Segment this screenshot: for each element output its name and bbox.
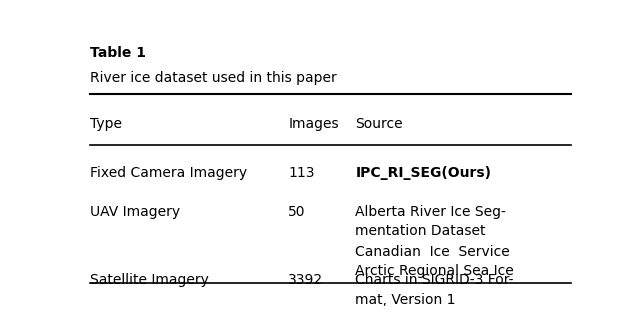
Text: Canadian  Ice  Service
Arctic Regional Sea Ice: Canadian Ice Service Arctic Regional Sea…: [355, 245, 514, 278]
Text: UAV Imagery: UAV Imagery: [90, 205, 180, 219]
Text: Source: Source: [355, 118, 403, 132]
Text: 113: 113: [288, 166, 315, 180]
Text: 3392: 3392: [288, 273, 323, 287]
Text: Fixed Camera Imagery: Fixed Camera Imagery: [90, 166, 247, 180]
Text: Satellite Imagery: Satellite Imagery: [90, 273, 209, 287]
Text: Images: Images: [288, 118, 339, 132]
Text: IPC_RI_SEG(Ours): IPC_RI_SEG(Ours): [355, 166, 492, 180]
Text: Charts in SIGRID-3 For-
mat, Version 1: Charts in SIGRID-3 For- mat, Version 1: [355, 273, 514, 307]
Text: Table 1: Table 1: [90, 46, 146, 60]
Text: River ice dataset used in this paper: River ice dataset used in this paper: [90, 71, 337, 85]
Text: Alberta River Ice Seg-
mentation Dataset: Alberta River Ice Seg- mentation Dataset: [355, 205, 506, 238]
Text: 50: 50: [288, 205, 306, 219]
Text: Type: Type: [90, 118, 122, 132]
